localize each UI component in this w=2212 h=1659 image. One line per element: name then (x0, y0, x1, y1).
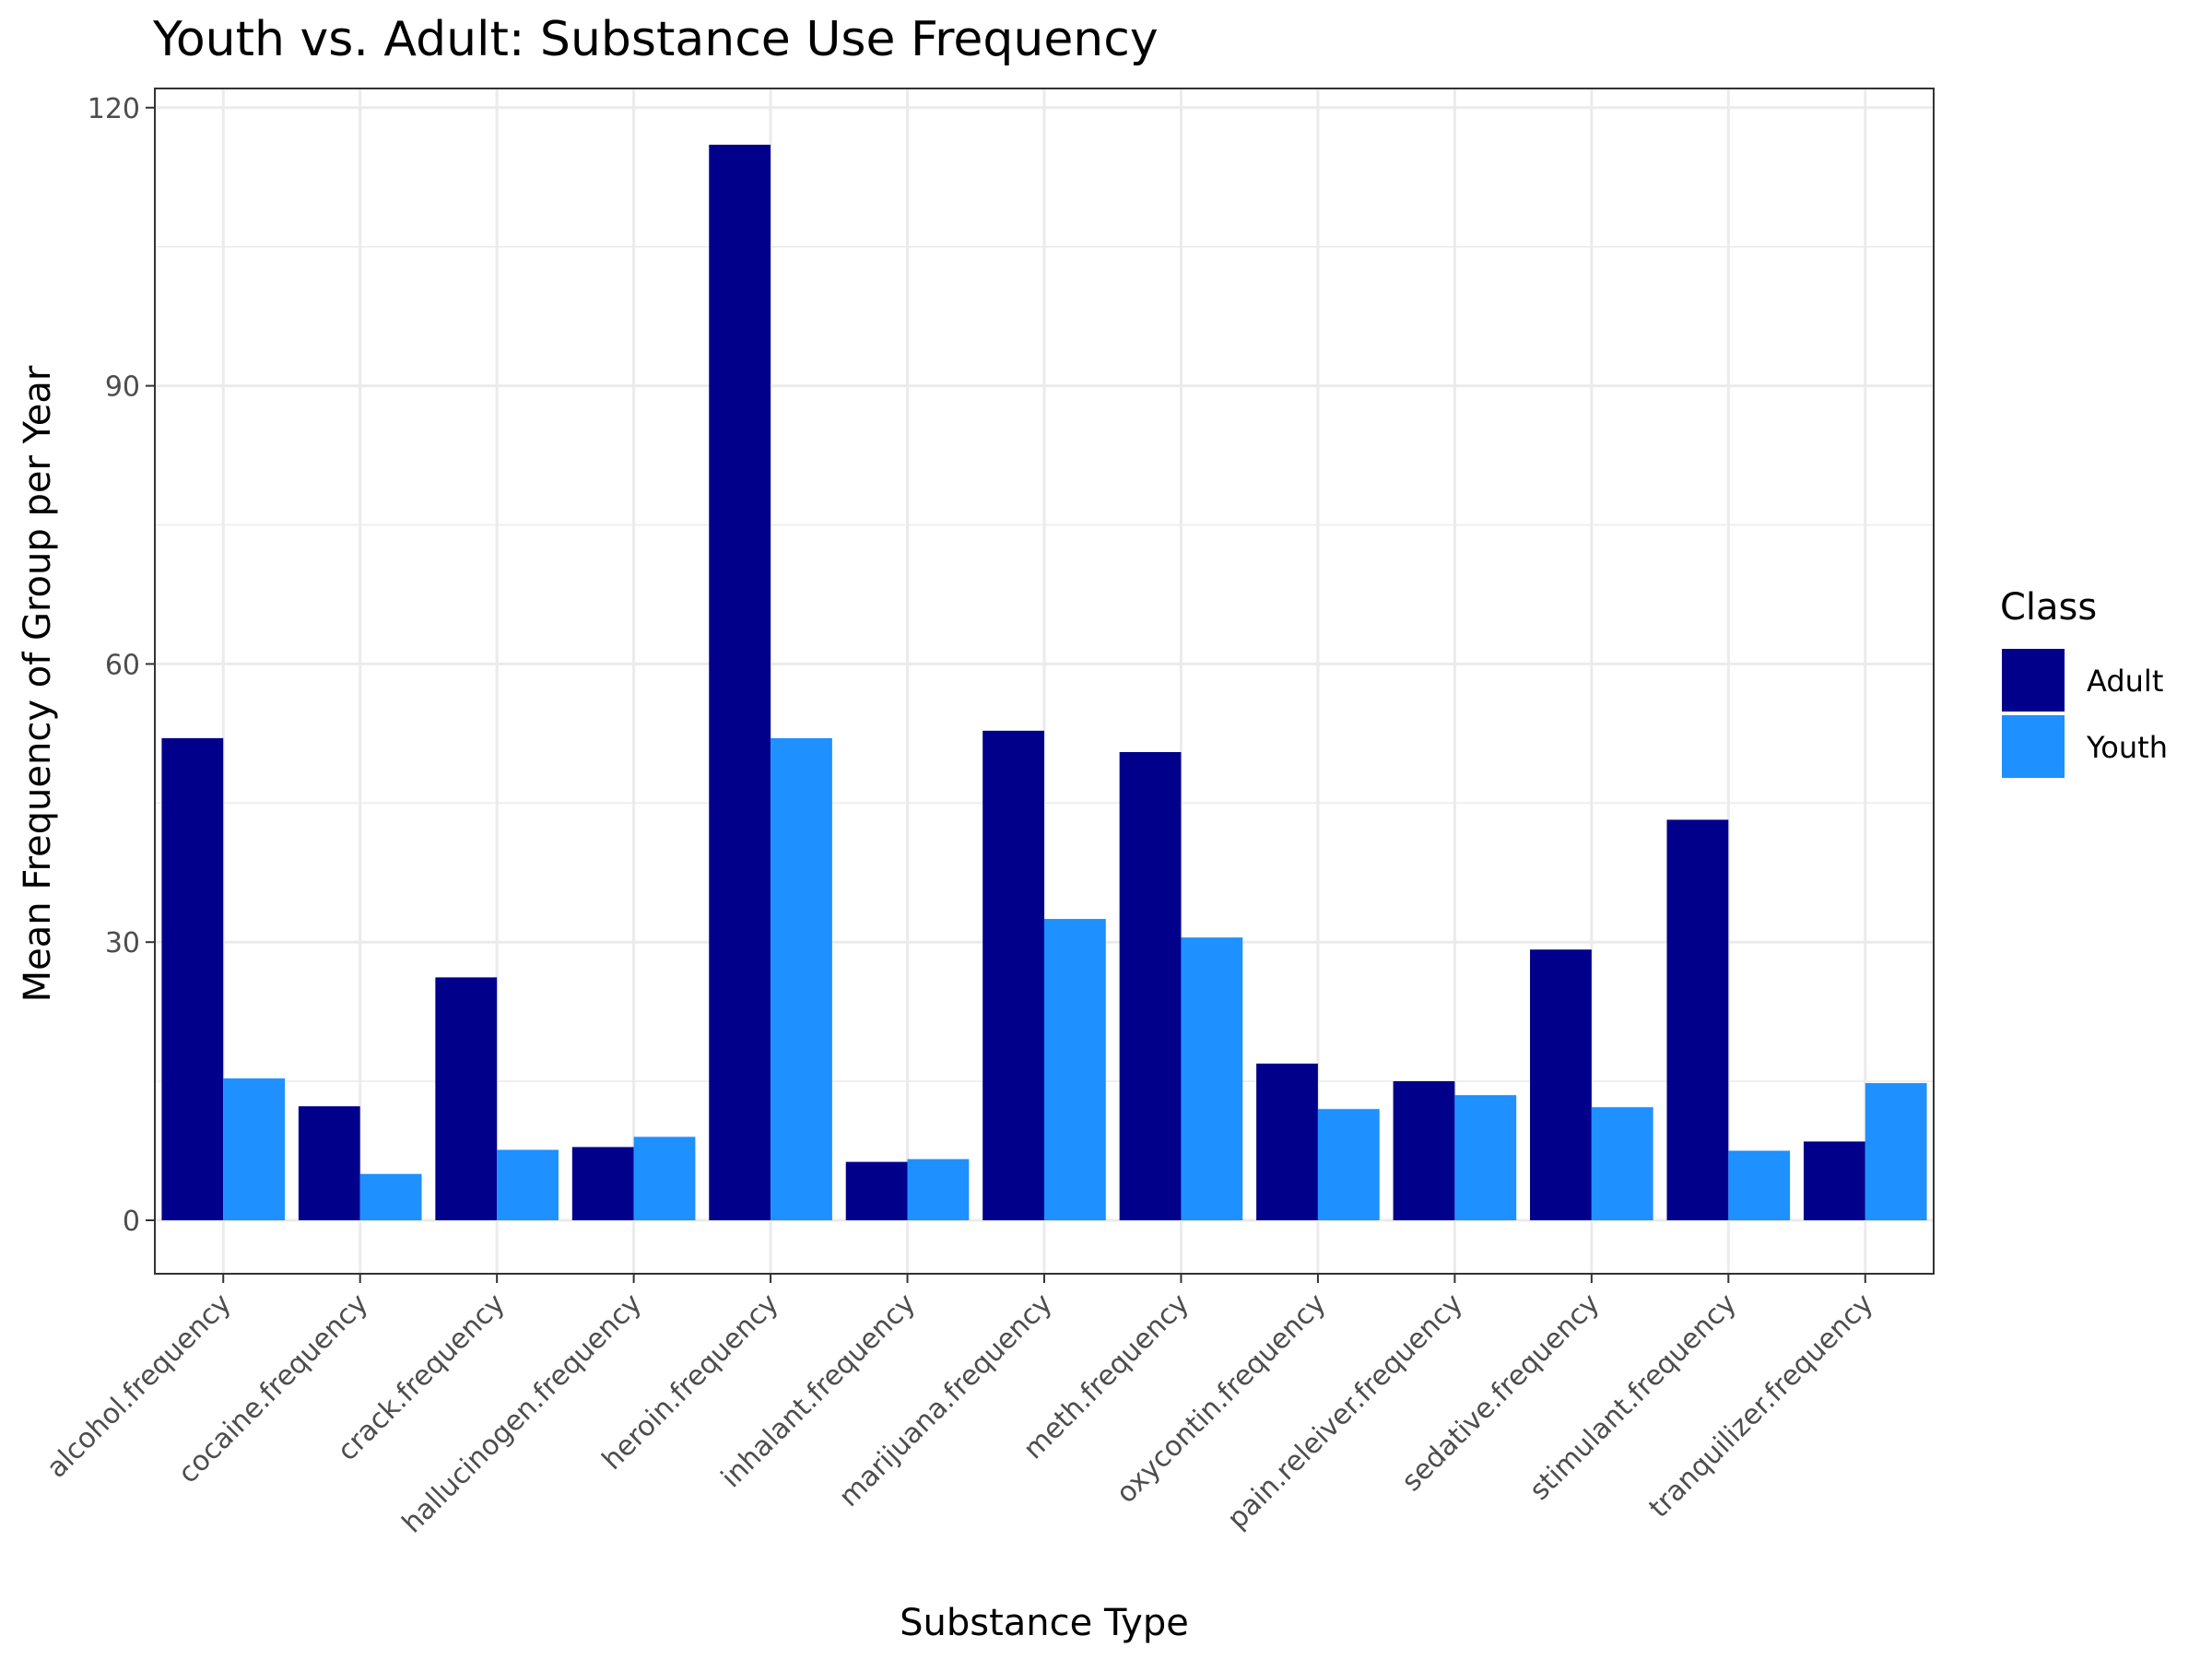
bar-youth-alcohol (223, 1078, 286, 1220)
bar-adult-pain (1393, 1081, 1455, 1220)
bar-adult-cocaine (298, 1106, 360, 1220)
legend: Class Adult Youth (2000, 586, 2168, 778)
legend-key-adult (2002, 649, 2065, 712)
y-axis-title: Mean Frequency of Group per Year (17, 365, 59, 1002)
bar-youth-marijuana (1044, 919, 1106, 1220)
legend-label-youth: Youth (2086, 730, 2168, 765)
bar-youth-hallucinogen (633, 1136, 696, 1220)
x-tick-label: pain.releiver.frequency (1221, 1288, 1469, 1535)
y-tick-label: 120 (88, 93, 140, 125)
x-axis-title: Substance Type (900, 1602, 1189, 1644)
bar-adult-hallucinogen (571, 1147, 634, 1220)
bar-youth-meth (1181, 937, 1243, 1220)
bars (161, 145, 1927, 1220)
x-tick-label: tranquilizer.frequency (1642, 1288, 1879, 1524)
bar-adult-sedative (1530, 949, 1592, 1220)
legend-title: Class (2000, 586, 2097, 629)
bar-youth-sedative (1591, 1107, 1653, 1220)
y-axis: 0 30 60 90 120 (88, 93, 155, 1238)
bar-adult-stimulant (1666, 819, 1729, 1220)
bar-youth-cocaine (359, 1173, 422, 1220)
bar-youth-heroin (771, 737, 832, 1220)
bar-adult-meth (1119, 751, 1182, 1220)
bar-adult-inhalant (845, 1161, 908, 1220)
y-tick-label: 30 (105, 927, 140, 959)
bar-adult-tranquilizer (1803, 1141, 1865, 1220)
bar-adult-heroin (709, 145, 771, 1220)
y-tick-label: 90 (105, 371, 140, 404)
bar-youth-pain (1454, 1095, 1517, 1220)
bar-youth-tranquilizer (1865, 1083, 1927, 1220)
y-tick-label: 0 (123, 1206, 140, 1238)
chart-title: Youth vs. Adult: Substance Use Frequency (152, 12, 1159, 67)
x-axis: alcohol.frequencycocaine.frequencycrack.… (41, 1274, 1879, 1539)
bar-adult-oxycontin (1256, 1063, 1318, 1220)
y-tick-label: 60 (105, 649, 140, 681)
bar-youth-inhalant (907, 1159, 970, 1220)
bar-adult-alcohol (161, 737, 224, 1220)
bar-adult-marijuana (982, 730, 1044, 1220)
bar-youth-oxycontin (1317, 1109, 1380, 1220)
bar-youth-crack (497, 1149, 559, 1220)
legend-label-adult: Adult (2087, 664, 2163, 699)
bar-youth-stimulant (1728, 1150, 1791, 1220)
legend-key-youth (2002, 715, 2065, 778)
x-tick-label: hallucinogen.frequency (396, 1288, 649, 1540)
bar-adult-crack (435, 977, 498, 1220)
